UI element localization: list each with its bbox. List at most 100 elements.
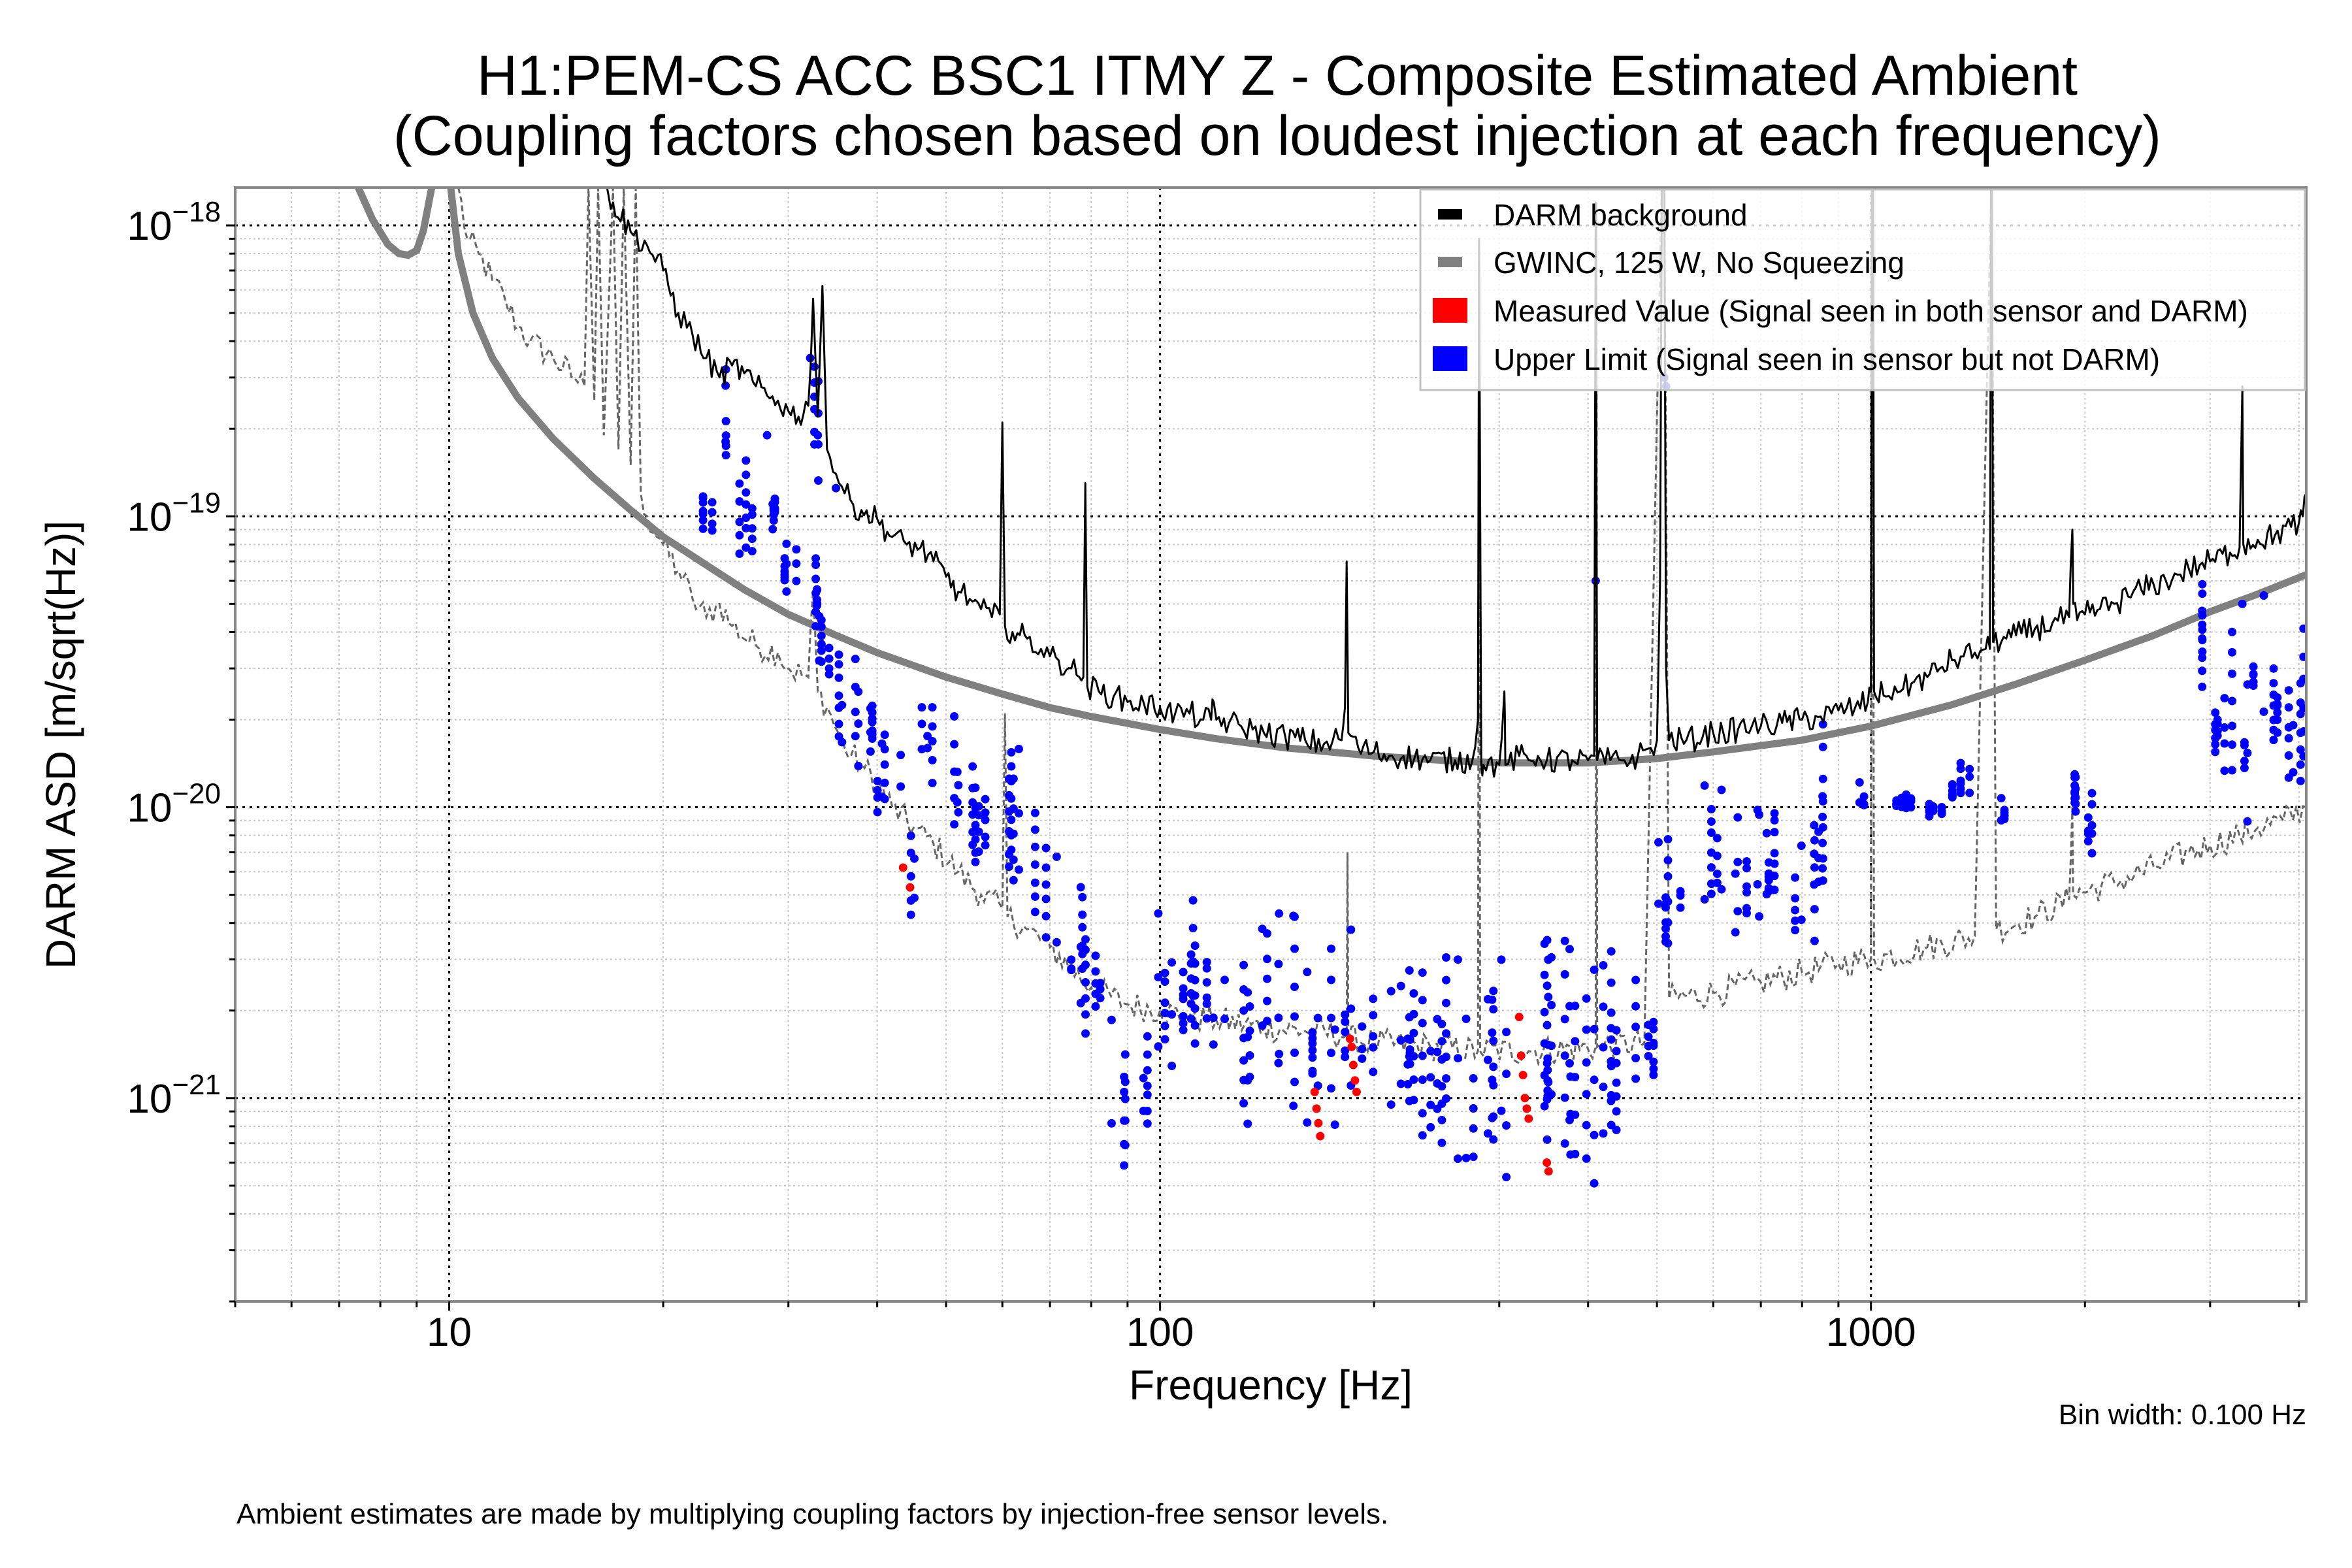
y-tick-label: 10−21: [127, 1069, 221, 1122]
upper-limit-point: [698, 506, 708, 515]
upper-limit-point: [1433, 1079, 1442, 1088]
upper-limit-point: [735, 531, 744, 540]
upper-limit-point: [1015, 744, 1023, 753]
upper-limit-point: [1770, 809, 1779, 818]
upper-limit-point: [2000, 806, 2009, 815]
upper-limit-point: [1663, 872, 1673, 881]
upper-limit-point: [1502, 1028, 1511, 1037]
measured-value-point: [1310, 1087, 1319, 1096]
x-axis-label: Frequency [Hz]: [1129, 1362, 1413, 1409]
upper-limit-point: [2071, 807, 2080, 816]
upper-limit-point: [2243, 749, 2252, 757]
upper-limit-point: [1409, 989, 1418, 998]
upper-limit-point: [1041, 843, 1051, 853]
upper-limit-point: [811, 574, 821, 583]
upper-limit-point: [825, 654, 834, 663]
upper-limit-point: [811, 561, 821, 569]
upper-limit-point: [1497, 1106, 1506, 1115]
upper-limit-point: [2296, 679, 2305, 688]
upper-limit-point: [747, 504, 757, 513]
upper-limit-point: [1143, 1090, 1152, 1100]
upper-limit-point: [1369, 1011, 1378, 1020]
upper-limit-point: [834, 660, 843, 669]
x-tick-label: 100: [1126, 1310, 1194, 1355]
upper-limit-point: [1369, 1068, 1378, 1077]
upper-limit-point: [1143, 1081, 1152, 1090]
upper-limit-point: [968, 828, 977, 836]
upper-limit-point: [2087, 829, 2097, 838]
upper-limit-point: [1168, 1062, 1177, 1070]
upper-limit-point: [1663, 835, 1673, 843]
upper-limit-point: [1426, 1100, 1435, 1109]
upper-limit-point: [974, 811, 983, 820]
upper-limit-point: [981, 794, 990, 804]
upper-limit-point: [1041, 863, 1051, 872]
upper-limit-point: [1096, 979, 1105, 988]
upper-limit-point: [768, 525, 777, 534]
dashed-reference-line: [457, 188, 2306, 1067]
upper-limit-point: [1358, 1022, 1367, 1031]
upper-limit-point: [1565, 1059, 1574, 1068]
upper-limit-point: [1409, 1028, 1418, 1037]
upper-limit-point: [1469, 1124, 1478, 1133]
upper-limit-point: [1590, 1130, 1599, 1139]
upper-limit-point: [1245, 1026, 1254, 1036]
upper-limit-point: [721, 441, 730, 450]
upper-limit-point: [1290, 944, 1299, 953]
upper-limit-point: [950, 712, 959, 721]
upper-limit-point: [1405, 1035, 1414, 1044]
y-tick-label: 10−19: [127, 487, 221, 540]
upper-limit-point: [1041, 894, 1051, 904]
upper-limit-point: [708, 498, 717, 507]
upper-limit-point: [1437, 1037, 1446, 1046]
upper-limit-point: [1274, 960, 1283, 968]
upper-limit-point: [1582, 1058, 1591, 1067]
legend-label-upper-limit: Upper Limit (Signal seen in sensor but n…: [1494, 342, 2160, 376]
upper-limit-point: [1426, 1122, 1435, 1132]
upper-limit-point: [1096, 985, 1105, 994]
upper-limit-point: [1717, 885, 1726, 894]
upper-limit-point: [2228, 740, 2236, 749]
upper-limit-point: [1818, 838, 1827, 847]
y-tick-exponent: −19: [172, 487, 221, 519]
upper-limit-point: [1540, 1039, 1549, 1048]
upper-limit-point: [1091, 1002, 1100, 1011]
upper-limit-point: [1462, 1015, 1471, 1023]
upper-limit-point: [1755, 912, 1764, 921]
upper-limit-point: [1239, 1056, 1249, 1065]
upper-limit-point: [834, 691, 843, 700]
upper-limit-point: [1582, 994, 1591, 1003]
upper-limit-point: [1859, 800, 1869, 809]
measured-value-point: [1544, 1167, 1553, 1176]
upper-limit-point: [1707, 805, 1716, 813]
upper-limit-point: [735, 497, 744, 506]
upper-limit-point: [747, 524, 757, 533]
upper-limit-point: [1965, 764, 1974, 774]
upper-limit-point: [1488, 1113, 1497, 1122]
upper-limit-point: [981, 841, 990, 850]
upper-limit-point: [2070, 781, 2080, 790]
upper-limit-point: [1009, 875, 1018, 885]
upper-limit-point: [1313, 1081, 1322, 1090]
upper-limit-point: [1403, 1080, 1413, 1088]
upper-limit-point: [1005, 862, 1013, 871]
upper-limit-point: [1547, 1000, 1556, 1009]
upper-limit-point: [1067, 955, 1076, 964]
upper-limit-point: [2228, 766, 2236, 775]
upper-limit-point: [698, 492, 708, 501]
upper-limit-point: [1263, 974, 1271, 983]
upper-limit-point: [1707, 817, 1716, 826]
upper-limit-point: [1263, 996, 1271, 1005]
upper-limit-point: [1274, 1013, 1283, 1022]
plot-frame: [234, 186, 2308, 1303]
upper-limit-point: [792, 576, 801, 585]
upper-limit-point: [1649, 1064, 1658, 1073]
upper-limit-point: [708, 508, 717, 517]
upper-limit-point: [1015, 865, 1023, 874]
upper-limit-point: [1160, 1021, 1169, 1030]
upper-limit-point: [1770, 816, 1779, 825]
upper-limit-point: [735, 517, 744, 527]
upper-limit-point: [2228, 696, 2236, 706]
upper-limit-point: [974, 847, 983, 856]
